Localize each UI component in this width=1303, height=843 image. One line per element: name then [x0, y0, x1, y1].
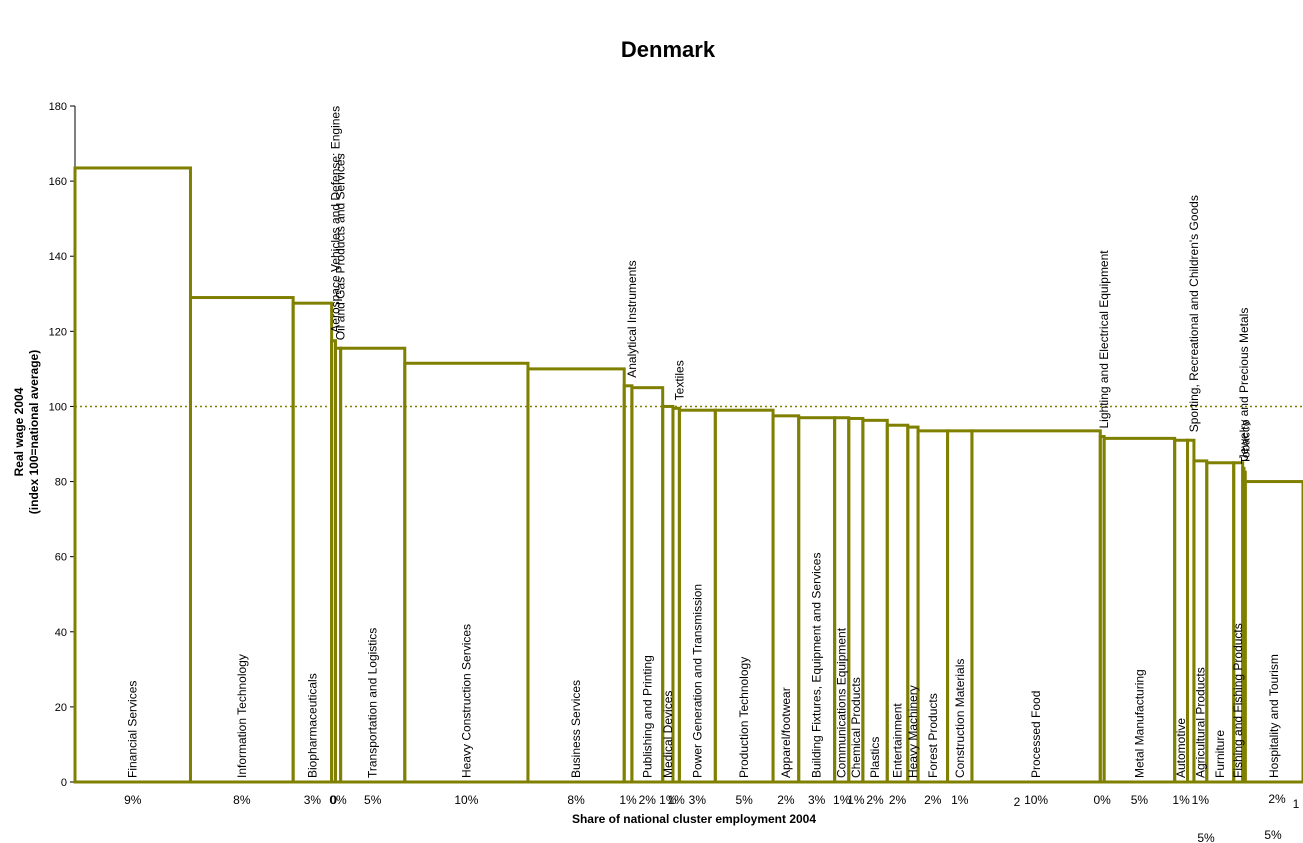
share-label: 1% — [659, 793, 677, 807]
y-tick-label: 60 — [55, 552, 67, 564]
cluster-label: Biopharmaceuticals — [305, 673, 319, 778]
cluster-label: Entertainment — [891, 703, 905, 778]
cluster-label: Tobacco — [1238, 419, 1252, 464]
share-label: 3% — [808, 793, 826, 807]
y-axis-title: Real wage 2004 (index 100=national avera… — [12, 350, 41, 514]
share-label: 2% — [889, 793, 907, 807]
share-label: 1% — [619, 793, 637, 807]
share-label: 2% — [639, 793, 657, 807]
cluster-bar — [1243, 480, 1303, 784]
share-label: 0% — [1094, 793, 1112, 807]
share-label: 1% — [951, 793, 969, 807]
y-tick-label: 0 — [61, 777, 67, 789]
share-label: 3% — [689, 793, 707, 807]
share-label: 9% — [124, 793, 142, 807]
stray-labels: 2 2% 1 5% 5% — [1014, 792, 1300, 843]
cluster-label: Apparel/footwear — [779, 687, 793, 778]
share-label: 1% — [1192, 793, 1210, 807]
cluster-label: Furniture — [1213, 730, 1227, 778]
cluster-label: Transportation and Logistics — [366, 628, 380, 778]
cluster-label: Construction Materials — [953, 659, 967, 778]
stray-label: 5% — [1197, 831, 1215, 843]
cluster-label: Medical Devices — [661, 691, 675, 778]
share-label: 5% — [364, 793, 382, 807]
cluster-label: Automotive — [1174, 718, 1188, 778]
cluster-label: Forest Products — [926, 693, 940, 778]
cluster-label: Business Services — [569, 680, 583, 778]
chart-title: Denmark — [621, 37, 716, 62]
cluster-label: Building Fixtures, Equipment and Service… — [810, 553, 824, 778]
stray-label: 2 — [1014, 795, 1021, 809]
y-tick-label: 160 — [49, 176, 67, 188]
y-axis-title-line-1: Real wage 2004 — [12, 387, 26, 476]
share-label: 8% — [233, 793, 251, 807]
y-axis: 0 20 40 60 80 100 120 140 160 180 — [49, 101, 76, 789]
share-label: 1% — [833, 793, 851, 807]
share-label: 1% — [667, 793, 685, 807]
share-label: 2% — [866, 793, 884, 807]
cluster-label: Hospitality and Tourism — [1267, 654, 1281, 778]
share-label: 0% — [329, 793, 347, 807]
y-axis-title-line-2: (index 100=national average) — [27, 350, 41, 514]
cluster-label: Heavy Machinery — [906, 685, 920, 778]
y-tick-label: 120 — [49, 326, 67, 338]
cluster-label: Heavy Construction Services — [459, 624, 473, 778]
share-label: 0 — [330, 793, 337, 807]
cluster-label: Lighting and Electrical Equipment — [1097, 250, 1111, 429]
share-labels: 9% 8% 3% 00% 5% 10% 8% 1% 2% 1%1% 3% 5% 2% 3% 1%1% 2% 2%… — [124, 793, 1209, 807]
stray-label: 2% — [1268, 792, 1286, 806]
y-tick-label: 140 — [49, 251, 67, 263]
cluster-label: Communications Equipment — [835, 627, 849, 778]
cluster-label: Publishing and Printing — [640, 655, 654, 778]
cluster-label: Aerospace Vehicles and Defense; Engines — [328, 106, 342, 333]
cluster-labels: Financial Services Information Technology… — [126, 106, 1281, 778]
y-tick-label: 180 — [49, 101, 67, 113]
y-tick-label: 40 — [55, 627, 67, 639]
share-label: 5% — [736, 793, 754, 807]
cluster-label: Sporting, Recreational and Children's Go… — [1187, 195, 1201, 432]
cluster-label: Jewelry and Precious Metals — [1237, 308, 1251, 461]
share-label: 5% — [1131, 793, 1149, 807]
cluster-bars — [73, 166, 1303, 784]
cluster-label: Analytical Instruments — [625, 260, 639, 377]
y-tick-label: 80 — [55, 477, 67, 489]
share-label: 8% — [567, 793, 585, 807]
share-label: 2% — [924, 793, 942, 807]
cluster-label: Processed Food — [1029, 691, 1043, 778]
cluster-label: Oil and Gas Products and Services — [334, 153, 348, 340]
cluster-label: Fishing and Fishing Products — [1231, 623, 1245, 778]
share-label: 1% — [847, 793, 865, 807]
stray-label: 5% — [1264, 828, 1282, 842]
cluster-label: Power Generation and Transmission — [690, 584, 704, 778]
share-label: 1% — [1172, 793, 1190, 807]
x-axis-title: Share of national cluster employment 200… — [572, 812, 816, 826]
cluster-label: Metal Manufacturing — [1132, 669, 1146, 778]
cluster-bar — [861, 418, 889, 784]
stray-label: 1 — [1293, 797, 1300, 811]
share-label: 10% — [454, 793, 478, 807]
share-label: 2% — [777, 793, 795, 807]
share-label: 10% — [1024, 793, 1048, 807]
share-label: 3% — [304, 793, 322, 807]
cluster-label: Information Technology — [235, 654, 249, 778]
cluster-label: Agricultural Products — [1193, 667, 1207, 778]
cluster-label: Chemical Products — [849, 677, 863, 778]
cluster-label: Plastics — [868, 737, 882, 778]
cluster-label: Financial Services — [126, 681, 140, 778]
y-tick-label: 100 — [49, 401, 67, 413]
cluster-label: Textiles — [672, 360, 686, 400]
y-tick-label: 20 — [55, 702, 67, 714]
cluster-label: Production Technology — [737, 657, 751, 778]
